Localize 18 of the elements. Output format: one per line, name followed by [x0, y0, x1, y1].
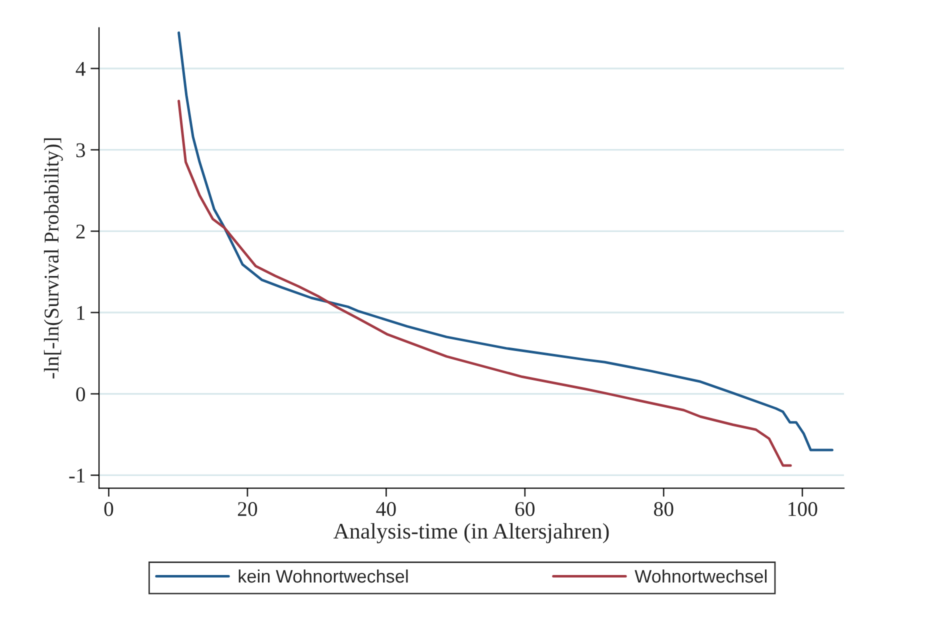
- y-tick-label: 2: [76, 224, 85, 238]
- y-tick-label: 0: [76, 387, 86, 402]
- legend-label: kein Wohnortwechsel: [238, 569, 408, 583]
- x-tick-label: 20: [238, 502, 258, 516]
- y-tick-label: 4: [76, 62, 86, 76]
- y-tick-label: 1: [77, 306, 85, 320]
- x-tick-label: 60: [515, 502, 535, 516]
- x-tick-label: 80: [654, 502, 674, 516]
- x-axis-title: Analysis-time (in Altersjahren): [333, 523, 609, 544]
- x-tick-label: 40: [376, 502, 396, 516]
- x-tick-label: 0: [104, 502, 114, 516]
- x-tick-label: 100: [788, 502, 818, 516]
- line-series: [178, 100, 792, 467]
- legend-label: Wohnortwechsel: [634, 569, 767, 583]
- y-tick-label: -1: [69, 468, 85, 482]
- line-series: [178, 31, 834, 452]
- y-tick-label: 3: [76, 143, 86, 158]
- y-axis-title: -ln[-ln(Survival Probability)]: [44, 138, 63, 378]
